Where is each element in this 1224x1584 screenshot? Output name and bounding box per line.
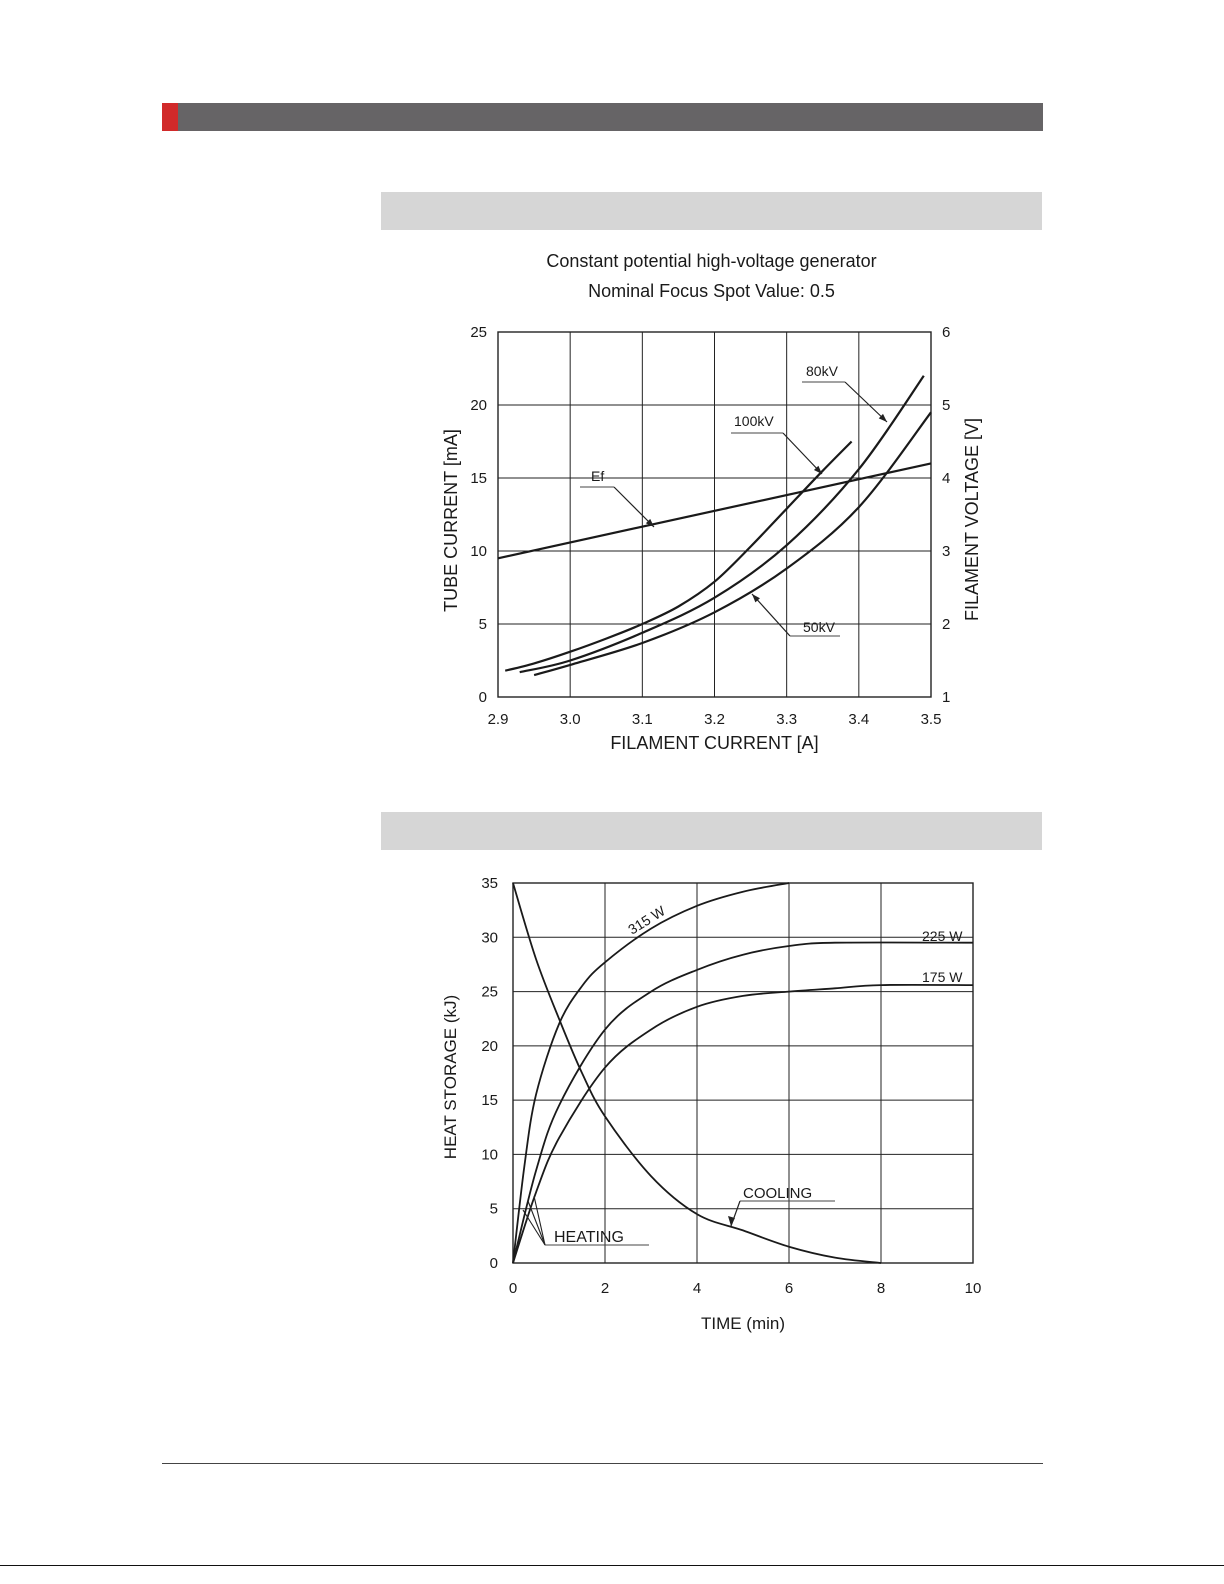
y-tick-label: 20 xyxy=(481,1038,498,1055)
y-axis-label: TUBE CURRENT [mA] xyxy=(441,429,461,612)
x-tick-label: 2 xyxy=(601,1280,609,1297)
annotation-leader xyxy=(782,432,823,475)
y2-tick-label: 4 xyxy=(942,470,950,487)
x-tick-label: 3.5 xyxy=(921,711,942,728)
y-tick-label: 0 xyxy=(490,1255,498,1272)
annotation-arrowhead xyxy=(878,413,887,422)
x-tick-label: 8 xyxy=(877,1280,885,1297)
chart1-title: Constant potential high-voltage generato… xyxy=(546,251,877,271)
annotation-leader xyxy=(844,381,888,423)
x-tick-label: 3.2 xyxy=(704,711,725,728)
annotation-leader xyxy=(751,593,791,637)
y2-tick-label: 2 xyxy=(942,616,950,633)
y-tick-label: 35 xyxy=(481,875,498,892)
y-tick-label: 5 xyxy=(490,1201,498,1218)
y-tick-label: 5 xyxy=(479,616,487,633)
annotation-leader xyxy=(527,1200,546,1246)
heat-storage-chart: 0 2 4 6 8 10 0 5 10 15 20 25 30 35 TIME (min) HEAT STOR… xyxy=(441,875,982,1333)
series-line-315-w xyxy=(512,882,790,1264)
annotation-label: 80kV xyxy=(806,363,839,379)
x-tick-label: 10 xyxy=(965,1280,982,1297)
x-axis-label: FILAMENT CURRENT [A] xyxy=(610,733,818,753)
series-line-80kv xyxy=(519,375,925,674)
y-tick-label: 15 xyxy=(470,470,487,487)
y2-tick-label: 1 xyxy=(942,689,950,706)
annotation-arrowhead xyxy=(645,518,654,527)
annotation-label: 100kV xyxy=(734,413,774,429)
series-line-cooling xyxy=(512,882,882,1264)
annotation-leader xyxy=(522,1209,546,1246)
annotation-arrowhead xyxy=(752,594,760,603)
y-tick-label: 25 xyxy=(470,324,487,341)
footer-rule xyxy=(162,1463,1043,1464)
header-bar xyxy=(162,103,1043,131)
y2-axis-label: FILAMENT VOLTAGE [V] xyxy=(962,418,982,621)
x-tick-label: 3.1 xyxy=(632,711,653,728)
x-tick-label: 3.0 xyxy=(560,711,581,728)
y2-tick-label: 6 xyxy=(942,324,950,341)
y-tick-label: 25 xyxy=(481,984,498,1001)
annotation-leader xyxy=(613,486,655,528)
y-tick-label: 30 xyxy=(481,929,498,946)
y-tick-label: 10 xyxy=(470,543,487,560)
x-tick-label: 6 xyxy=(785,1280,793,1297)
section-bar-1 xyxy=(381,192,1042,230)
series-line-225-w xyxy=(512,941,974,1264)
annotation-arrowhead xyxy=(728,1216,735,1226)
series-line-100kv xyxy=(504,440,853,672)
annotation-label: COOLING xyxy=(743,1185,812,1202)
y2-tick-label: 3 xyxy=(942,543,950,560)
y2-tick-label: 5 xyxy=(942,397,950,414)
x-axis-label: TIME (min) xyxy=(701,1314,785,1333)
series-line-ef xyxy=(497,462,932,560)
x-tick-label: 4 xyxy=(693,1280,701,1297)
plot-frame xyxy=(512,882,974,1264)
series-line-50kv xyxy=(533,411,932,677)
header-accent xyxy=(162,103,178,131)
y-tick-label: 0 xyxy=(479,689,487,706)
y-axis-label: HEAT STORAGE (kJ) xyxy=(441,995,460,1159)
page-bottom-rule xyxy=(0,1565,1224,1566)
y-tick-label: 10 xyxy=(481,1146,498,1163)
annotation-leader xyxy=(533,1195,546,1246)
annotation-label: 225 W xyxy=(922,928,963,944)
y-tick-label: 20 xyxy=(470,397,487,414)
annotation-label: 50kV xyxy=(803,619,836,635)
series-line-175-w xyxy=(512,983,974,1264)
x-tick-label: 0 xyxy=(509,1280,517,1297)
annotation-label: 175 W xyxy=(922,969,963,985)
annotation-label: Ef xyxy=(591,468,604,484)
x-tick-label: 2.9 xyxy=(488,711,509,728)
x-tick-label: 3.4 xyxy=(848,711,869,728)
annotation-label: HEATING xyxy=(554,1229,624,1246)
section-bar-2 xyxy=(381,812,1042,850)
y-tick-label: 15 xyxy=(481,1092,498,1109)
x-tick-label: 3.3 xyxy=(776,711,797,728)
plot-frame xyxy=(497,331,932,698)
annotation-arrowhead xyxy=(813,465,822,474)
chart1-subtitle: Nominal Focus Spot Value: 0.5 xyxy=(588,281,835,301)
filament-chart: 2.9 3.0 3.1 3.2 3.3 3.4 3.5 0 5 10 15 20 25 1 2 3 4 5 6 FIL… xyxy=(441,324,982,753)
